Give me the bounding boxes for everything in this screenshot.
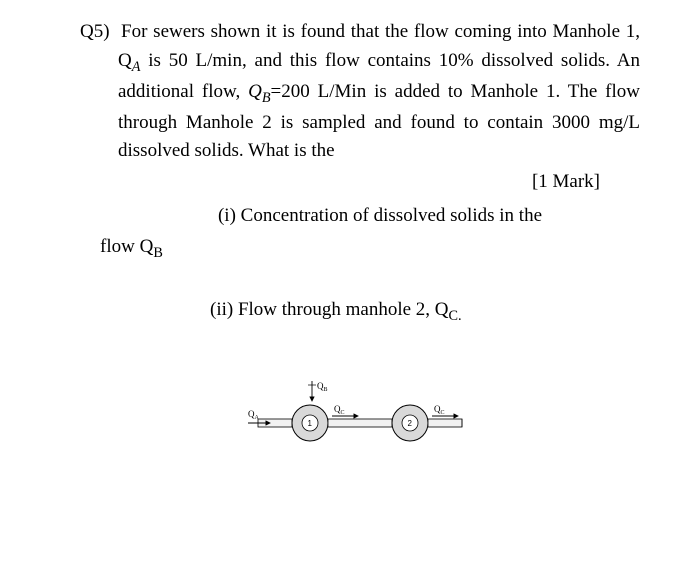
svg-text:QA: QA xyxy=(248,409,260,421)
flow-qb-prefix: flow Q xyxy=(100,236,153,257)
label-qb-sub: B xyxy=(324,387,328,393)
part-ii-prefix: (ii) Flow through manhole 2, Q xyxy=(210,299,449,320)
svg-text:QC: QC xyxy=(334,404,345,416)
sewer-diagram: QA 1 QB QC 2 QC xyxy=(230,367,490,457)
pipe-out xyxy=(428,419,462,427)
svg-text:QC: QC xyxy=(434,404,445,416)
manhole-1-label: 1 xyxy=(308,419,313,428)
flow-qb-sub: B xyxy=(153,245,163,261)
qb-var: Q xyxy=(248,81,262,102)
svg-text:QB: QB xyxy=(317,381,328,393)
label-qa-sub: A xyxy=(255,415,260,421)
label-qc-out-sub: C xyxy=(441,410,445,416)
manhole-2-label: 2 xyxy=(408,419,413,428)
part-ii-sub: C. xyxy=(449,308,462,324)
mark-allocation: [1 Mark] xyxy=(80,168,640,197)
question-number: Q5) xyxy=(80,21,110,42)
label-qc-mid-sub: C xyxy=(341,410,345,416)
part-i-text: (i) Concentration of dissolved solids in… xyxy=(218,205,542,226)
qb-sub: B xyxy=(262,89,271,105)
pipe-between xyxy=(328,419,392,427)
